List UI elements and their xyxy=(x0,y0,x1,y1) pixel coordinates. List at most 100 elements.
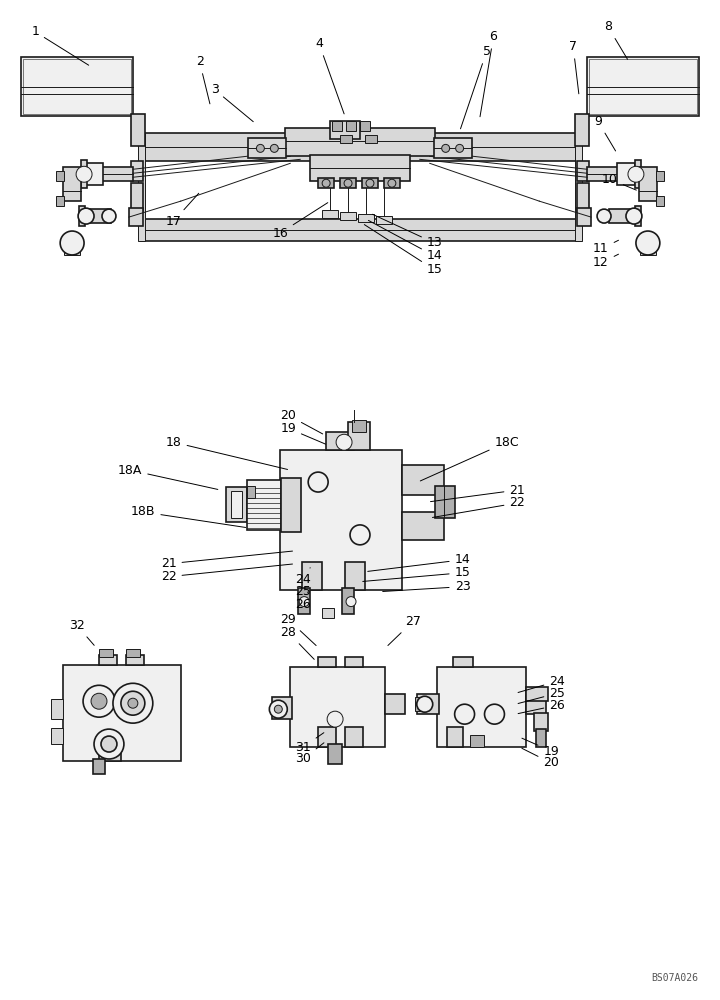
Bar xyxy=(340,178,356,188)
Bar xyxy=(577,161,589,181)
Bar xyxy=(534,713,548,731)
Text: 18A: 18A xyxy=(118,464,218,489)
Text: 12: 12 xyxy=(593,254,618,269)
Circle shape xyxy=(102,209,116,223)
Text: 18C: 18C xyxy=(420,436,519,481)
Bar xyxy=(415,697,420,711)
Bar xyxy=(131,114,145,146)
Circle shape xyxy=(322,179,330,187)
Bar xyxy=(51,728,63,744)
Bar xyxy=(248,486,256,498)
Bar xyxy=(126,655,144,665)
Circle shape xyxy=(346,597,356,607)
Text: 4: 4 xyxy=(315,37,344,114)
Bar xyxy=(345,727,363,747)
Bar xyxy=(526,687,548,701)
Text: 17: 17 xyxy=(166,193,199,228)
Circle shape xyxy=(344,179,352,187)
Bar xyxy=(526,696,546,714)
Circle shape xyxy=(626,208,642,224)
Text: 16: 16 xyxy=(272,203,328,240)
Text: 15: 15 xyxy=(363,566,470,581)
Text: 19: 19 xyxy=(522,738,559,758)
Circle shape xyxy=(94,729,124,759)
Text: 6: 6 xyxy=(480,30,498,117)
Text: 31: 31 xyxy=(295,733,324,754)
Bar xyxy=(326,432,354,450)
Circle shape xyxy=(308,472,328,492)
Bar xyxy=(587,57,698,116)
Text: 26: 26 xyxy=(295,592,311,611)
Bar xyxy=(290,667,385,747)
Bar xyxy=(310,155,410,181)
Text: 10: 10 xyxy=(602,173,636,190)
Bar xyxy=(330,121,360,139)
Bar xyxy=(402,512,444,540)
Text: 9: 9 xyxy=(594,115,616,151)
Text: 24: 24 xyxy=(295,568,311,586)
Bar xyxy=(385,694,405,714)
Circle shape xyxy=(327,711,343,727)
Bar xyxy=(617,163,635,185)
Circle shape xyxy=(300,597,309,607)
Text: 13: 13 xyxy=(372,214,443,249)
Text: 28: 28 xyxy=(280,626,314,659)
Bar xyxy=(248,480,282,530)
Bar xyxy=(340,212,356,220)
Bar xyxy=(318,727,336,747)
Bar xyxy=(302,562,322,590)
Circle shape xyxy=(269,700,287,718)
Bar xyxy=(131,183,143,211)
Bar xyxy=(129,208,143,226)
Text: 30: 30 xyxy=(295,743,324,765)
Text: 22: 22 xyxy=(433,496,525,517)
Bar xyxy=(575,114,589,146)
Text: 8: 8 xyxy=(604,20,628,59)
Circle shape xyxy=(417,696,433,712)
Bar xyxy=(318,178,334,188)
Text: 18B: 18B xyxy=(131,505,246,527)
Text: 26: 26 xyxy=(518,699,565,714)
Text: 15: 15 xyxy=(364,225,443,276)
Circle shape xyxy=(101,736,117,752)
Bar xyxy=(93,759,105,774)
Bar xyxy=(437,667,526,747)
Bar xyxy=(635,160,641,188)
Text: BS07A026: BS07A026 xyxy=(652,973,698,983)
Bar xyxy=(85,163,103,185)
Bar xyxy=(63,167,81,201)
Text: 21: 21 xyxy=(161,551,292,570)
Bar xyxy=(99,743,121,761)
Circle shape xyxy=(441,144,450,152)
Bar xyxy=(384,178,400,188)
Bar xyxy=(81,160,87,188)
Text: 22: 22 xyxy=(161,564,292,583)
Circle shape xyxy=(83,685,115,717)
Circle shape xyxy=(350,525,370,545)
Bar xyxy=(536,729,546,747)
Bar xyxy=(589,59,697,114)
Bar xyxy=(345,657,363,667)
Bar xyxy=(56,196,64,206)
Bar xyxy=(83,209,111,223)
Text: 29: 29 xyxy=(280,613,316,646)
Bar xyxy=(340,135,352,143)
Circle shape xyxy=(76,166,92,182)
Bar xyxy=(348,422,370,450)
Bar xyxy=(282,478,301,532)
Bar xyxy=(587,167,619,181)
Text: 27: 27 xyxy=(388,615,420,646)
Circle shape xyxy=(274,705,282,713)
Bar xyxy=(446,727,463,747)
Text: 25: 25 xyxy=(518,687,565,704)
Text: 32: 32 xyxy=(69,619,94,645)
Bar xyxy=(22,57,133,116)
Text: 14: 14 xyxy=(368,553,470,571)
Bar xyxy=(99,655,117,665)
Bar xyxy=(64,241,80,255)
Bar xyxy=(469,735,484,747)
Bar xyxy=(248,138,287,158)
Circle shape xyxy=(78,208,94,224)
Text: 25: 25 xyxy=(295,580,311,598)
Text: 19: 19 xyxy=(280,422,325,444)
